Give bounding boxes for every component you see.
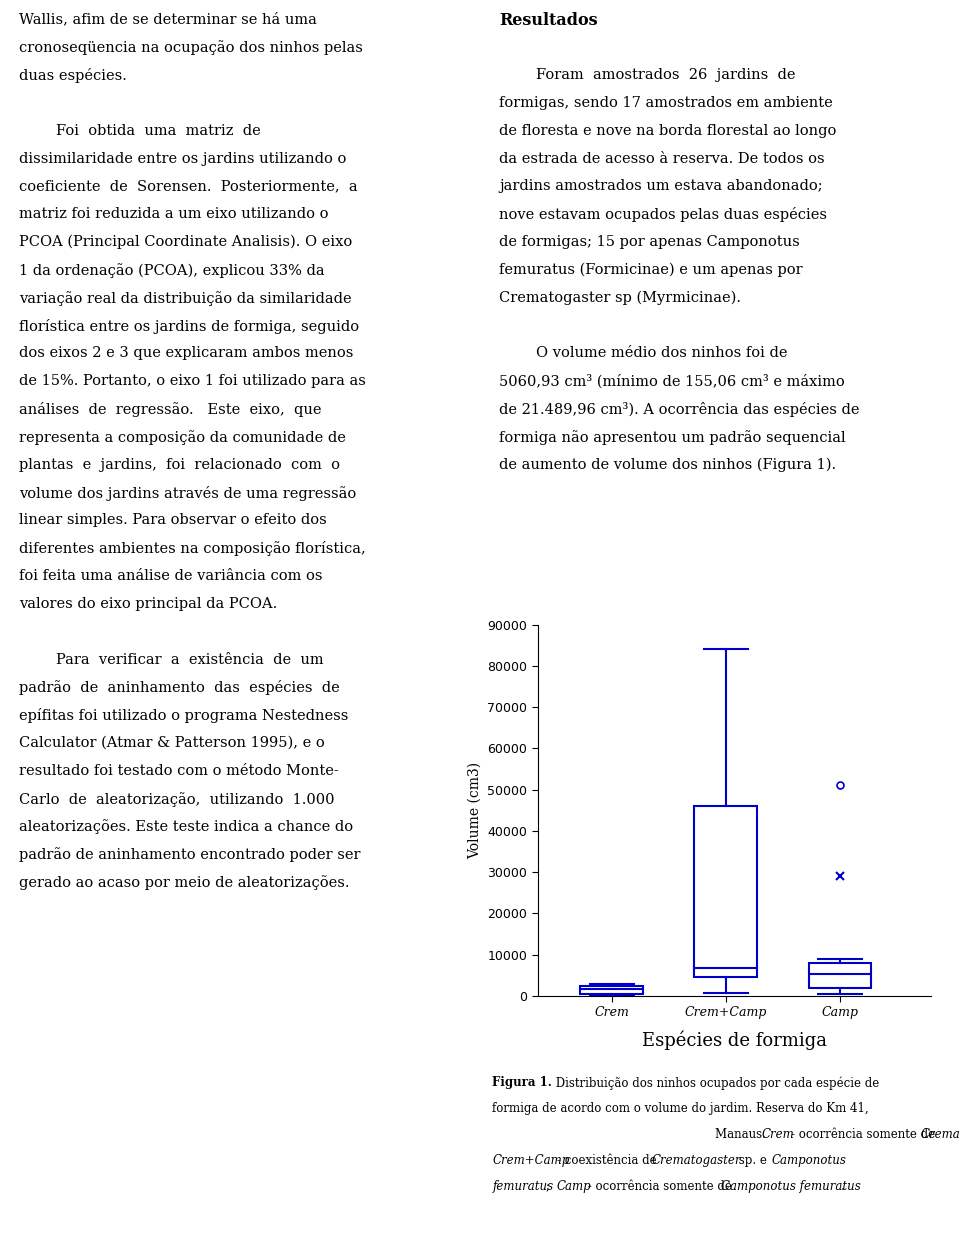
Text: 1 da ordenação (PCOA), explicou 33% da: 1 da ordenação (PCOA), explicou 33% da [19, 263, 324, 278]
Text: cronoseqüencia na ocupação dos ninhos pelas: cronoseqüencia na ocupação dos ninhos pe… [19, 40, 363, 56]
Text: gerado ao acaso por meio de aleatorizações.: gerado ao acaso por meio de aleatorizaçõ… [19, 876, 349, 891]
Text: Crem: Crem [761, 1128, 794, 1142]
Text: valores do eixo principal da PCOA.: valores do eixo principal da PCOA. [19, 597, 277, 611]
Text: Wallis, afim de se determinar se há uma: Wallis, afim de se determinar se há uma [19, 12, 317, 26]
Text: duas espécies.: duas espécies. [19, 68, 127, 83]
Text: Foi  obtida  uma  matriz  de: Foi obtida uma matriz de [19, 124, 261, 137]
Text: de 21.489,96 cm³). A ocorrência das espécies de: de 21.489,96 cm³). A ocorrência das espé… [499, 402, 860, 417]
Text: volume dos jardins através de uma regressão: volume dos jardins através de uma regres… [19, 486, 356, 501]
Text: Distribuição dos ninhos ocupados por cada espécie de: Distribuição dos ninhos ocupados por cad… [552, 1076, 879, 1090]
Text: jardins amostrados um estava abandonado;: jardins amostrados um estava abandonado; [499, 179, 823, 193]
Text: formigas, sendo 17 amostrados em ambiente: formigas, sendo 17 amostrados em ambient… [499, 96, 833, 110]
Text: Camponotus: Camponotus [772, 1154, 847, 1168]
Text: variação real da distribuição da similaridade: variação real da distribuição da similar… [19, 291, 351, 306]
Text: coeficiente  de  Sorensen.  Posteriormente,  a: coeficiente de Sorensen. Posteriormente,… [19, 179, 358, 193]
Text: Espécies de formiga: Espécies de formiga [642, 1030, 827, 1050]
Text: Para  verificar  a  existência  de  um: Para verificar a existência de um [19, 653, 324, 667]
Text: 5060,93 cm³ (mínimo de 155,06 cm³ e máximo: 5060,93 cm³ (mínimo de 155,06 cm³ e máxi… [499, 374, 845, 388]
Text: Figura 1.: Figura 1. [492, 1076, 552, 1090]
Text: formiga não apresentou um padrão sequencial: formiga não apresentou um padrão sequenc… [499, 429, 846, 445]
Text: PCOA (Principal Coordinate Analisis). O eixo: PCOA (Principal Coordinate Analisis). O … [19, 235, 352, 250]
Text: nove estavam ocupados pelas duas espécies: nove estavam ocupados pelas duas espécie… [499, 207, 828, 223]
Text: Manaus.: Manaus. [715, 1128, 770, 1142]
Text: sp. e: sp. e [735, 1154, 771, 1168]
Text: Carlo  de  aleatorização,  utilizando  1.000: Carlo de aleatorização, utilizando 1.000 [19, 792, 335, 807]
Text: dos eixos 2 e 3 que explicaram ambos menos: dos eixos 2 e 3 que explicaram ambos men… [19, 346, 353, 360]
Text: Crematogaster: Crematogaster [921, 1128, 960, 1142]
Text: epífitas foi utilizado o programa Nestedness: epífitas foi utilizado o programa Nested… [19, 708, 348, 724]
Text: Camponotus femuratus: Camponotus femuratus [721, 1180, 861, 1194]
Text: de 15%. Portanto, o eixo 1 foi utilizado para as: de 15%. Portanto, o eixo 1 foi utilizado… [19, 374, 366, 388]
Text: de aumento de volume dos ninhos (Figura 1).: de aumento de volume dos ninhos (Figura … [499, 458, 836, 473]
Text: - ocorrência somente de: - ocorrência somente de [584, 1180, 735, 1194]
Bar [581, 986, 643, 993]
Text: Crem+Camp: Crem+Camp [492, 1154, 569, 1168]
Text: da estrada de acesso à reserva. De todos os: da estrada de acesso à reserva. De todos… [499, 152, 825, 166]
Text: padrão  de  aninhamento  das  espécies  de: padrão de aninhamento das espécies de [19, 680, 340, 695]
Text: Camp: Camp [557, 1180, 591, 1194]
Text: linear simples. Para observar o efeito dos: linear simples. Para observar o efeito d… [19, 513, 327, 527]
Text: de formigas; 15 por apenas Camponotus: de formigas; 15 por apenas Camponotus [499, 235, 800, 249]
Text: formiga de acordo com o volume do jardim. Reserva do Km 41,: formiga de acordo com o volume do jardim… [492, 1102, 869, 1116]
Bar [808, 962, 872, 988]
Text: Foram  amostrados  26  jardins  de: Foram amostrados 26 jardins de [499, 68, 796, 82]
Text: - ocorrência somente de: - ocorrência somente de [791, 1128, 939, 1142]
Text: representa a composição da comunidade de: representa a composição da comunidade de [19, 429, 346, 445]
Text: resultado foi testado com o método Monte-: resultado foi testado com o método Monte… [19, 763, 339, 778]
Text: análises  de  regressão.   Este  eixo,  que: análises de regressão. Este eixo, que [19, 402, 322, 417]
Y-axis label: Volume (cm3): Volume (cm3) [468, 762, 482, 858]
Text: - coexistência de: - coexistência de [557, 1154, 660, 1168]
Text: Crematogaster: Crematogaster [652, 1154, 741, 1168]
Text: plantas  e  jardins,  foi  relacionado  com  o: plantas e jardins, foi relacionado com o [19, 458, 340, 471]
Text: dissimilaridade entre os jardins utilizando o: dissimilaridade entre os jardins utiliza… [19, 152, 347, 166]
Text: ;: ; [546, 1180, 554, 1194]
Text: florística entre os jardins de formiga, seguido: florística entre os jardins de formiga, … [19, 319, 359, 334]
Text: aleatorizações. Este teste indica a chance do: aleatorizações. Este teste indica a chan… [19, 820, 353, 835]
Text: matriz foi reduzida a um eixo utilizando o: matriz foi reduzida a um eixo utilizando… [19, 207, 328, 221]
Text: Calculator (Atmar & Patterson 1995), e o: Calculator (Atmar & Patterson 1995), e o [19, 736, 324, 750]
Text: Resultados: Resultados [499, 12, 598, 30]
Text: femuratus: femuratus [492, 1180, 554, 1194]
Text: femuratus (Formicinae) e um apenas por: femuratus (Formicinae) e um apenas por [499, 263, 803, 277]
Text: .: . [841, 1180, 845, 1194]
Text: diferentes ambientes na composição florística,: diferentes ambientes na composição florí… [19, 542, 366, 557]
Text: de floresta e nove na borda florestal ao longo: de floresta e nove na borda florestal ao… [499, 124, 836, 137]
Text: Crematogaster sp (Myrmicinae).: Crematogaster sp (Myrmicinae). [499, 291, 741, 306]
Text: padrão de aninhamento encontrado poder ser: padrão de aninhamento encontrado poder s… [19, 847, 361, 862]
Bar [694, 807, 757, 977]
Text: O volume médio dos ninhos foi de: O volume médio dos ninhos foi de [499, 346, 788, 360]
Text: foi feita uma análise de variância com os: foi feita uma análise de variância com o… [19, 569, 323, 583]
